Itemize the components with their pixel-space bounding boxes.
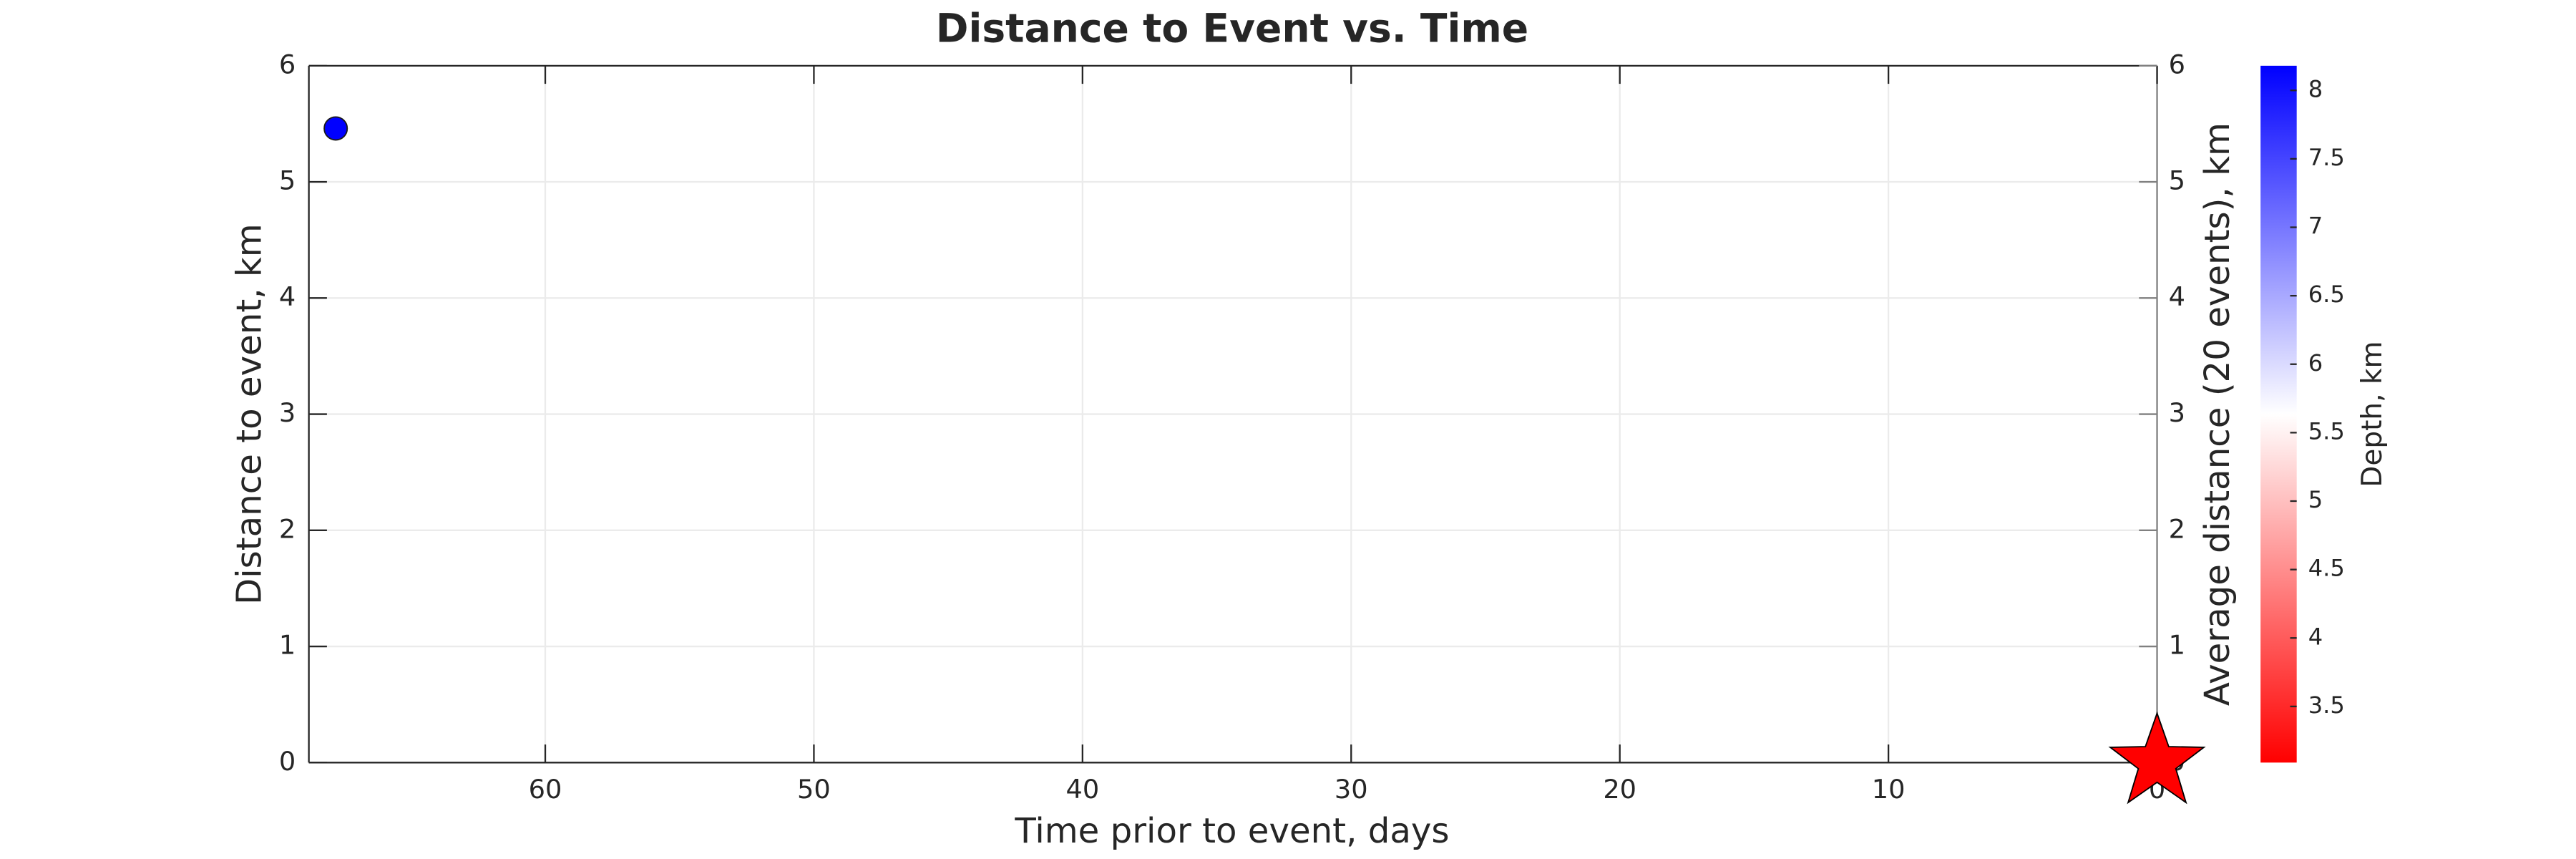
y2-tick-label: 1 (2169, 630, 2185, 661)
colorbar-tick-label: 3.5 (2308, 691, 2345, 719)
x-tick-label: 10 (1872, 774, 1906, 805)
colorbar-tick-label: 4 (2308, 623, 2323, 650)
colorbar-tick-label: 5.5 (2308, 417, 2345, 445)
colorbar-tick-label: 7 (2308, 213, 2323, 240)
colorbar-tick-label: 6.5 (2308, 281, 2345, 308)
x-axis-label: Time prior to event, days (1014, 811, 1449, 851)
colorbar-label: Depth, km (2356, 341, 2389, 487)
x-tick-label: 20 (1603, 774, 1636, 805)
y-tick-label: 4 (279, 281, 296, 312)
colorbar-tick-label: 5 (2308, 486, 2323, 513)
x-tick-label: 40 (1065, 774, 1099, 805)
point (323, 116, 348, 141)
colorbar (2260, 65, 2297, 763)
y-tick-label: 0 (279, 746, 296, 777)
y-tick-label: 2 (279, 513, 296, 544)
colorbar-tick-label: 8 (2308, 75, 2323, 102)
y2-axis-label: Average distance (20 events), km (2197, 122, 2238, 706)
colorbar-tick-label: 4.5 (2308, 555, 2345, 582)
y2-tick-label: 4 (2169, 281, 2185, 312)
x-tick-label: 50 (797, 774, 831, 805)
event-star (2108, 711, 2206, 805)
chart-title: Distance to Event vs. Time (936, 6, 1528, 52)
y-tick-label: 5 (279, 165, 296, 196)
y2-tick-label: 5 (2169, 165, 2185, 196)
y-tick-label: 3 (279, 397, 296, 428)
y-axis-label: Distance to event, km (229, 223, 269, 605)
y2-tick-label: 3 (2169, 397, 2185, 428)
y-tick-label: 1 (279, 630, 296, 661)
x-tick-label: 30 (1335, 774, 1368, 805)
x-tick-label: 60 (529, 774, 562, 805)
y2-tick-label: 2 (2169, 513, 2185, 544)
y2-tick-label: 6 (2169, 49, 2185, 79)
colorbar-tick-label: 6 (2308, 349, 2323, 377)
colorbar-tick-label: 7.5 (2308, 144, 2345, 171)
y-tick-label: 6 (279, 49, 296, 79)
